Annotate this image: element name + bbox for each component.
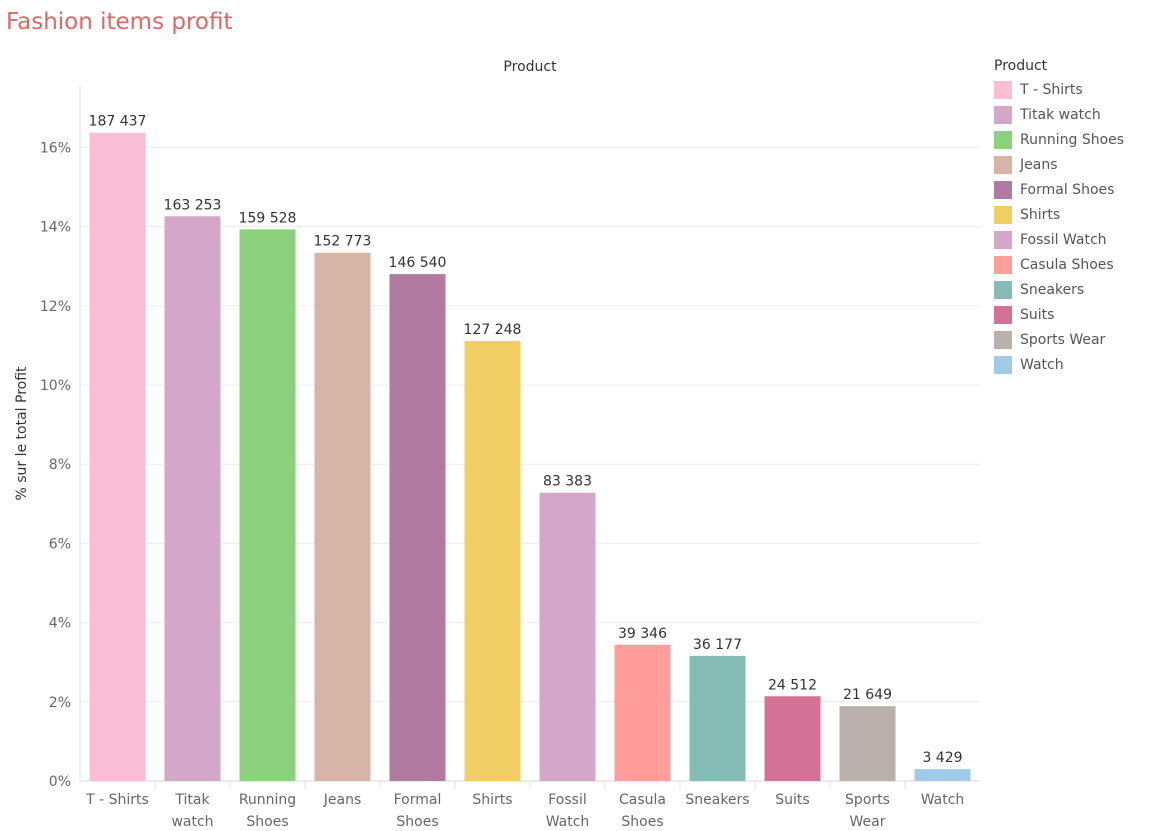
y-tick-label: 10% xyxy=(40,378,71,394)
y-axis-label: % sur le total Profit xyxy=(14,366,30,501)
legend-item[interactable]: Suits xyxy=(994,302,1164,327)
bar-value-label: 187 437 xyxy=(89,114,147,130)
legend-swatch xyxy=(994,280,1012,299)
y-tick-label: 4% xyxy=(49,616,71,632)
legend-label: Sports Wear xyxy=(1020,331,1106,348)
bar-11 xyxy=(914,769,971,781)
y-tick-label: 0% xyxy=(49,774,71,790)
x-tick-label: Watch xyxy=(546,814,590,830)
x-tick-label: Casula xyxy=(619,792,666,808)
legend-swatch xyxy=(994,355,1012,374)
bar-chart: Product 0% 2% 4% 6% 8% 10% 12% 14% 16% % sur le to… xyxy=(14,59,980,830)
legend-item[interactable]: Sneakers xyxy=(994,277,1164,302)
legend-label: Casula Shoes xyxy=(1020,256,1114,273)
x-tick-label: Suits xyxy=(775,792,809,808)
y-tick-label: 8% xyxy=(49,457,71,473)
legend-swatch xyxy=(994,130,1012,149)
x-tick-label: Watch xyxy=(921,792,965,808)
legend-item[interactable]: Formal Shoes xyxy=(994,177,1164,202)
legend-label: Watch xyxy=(1020,356,1064,373)
legend-item[interactable]: Casula Shoes xyxy=(994,252,1164,277)
legend-label: T - Shirts xyxy=(1020,81,1083,98)
bar-3 xyxy=(314,252,371,782)
legend-label: Suits xyxy=(1020,306,1055,323)
bar-7 xyxy=(614,644,671,781)
legend-item[interactable]: Titak watch xyxy=(994,102,1164,127)
x-tick-label: Fossil xyxy=(548,792,587,808)
legend-swatch xyxy=(994,330,1012,349)
legend-swatch xyxy=(994,80,1012,99)
x-tick-label: Shoes xyxy=(621,814,663,830)
bar-9 xyxy=(764,696,821,781)
bar-10 xyxy=(839,706,896,781)
y-tick-label: 16% xyxy=(40,140,71,156)
bar-8 xyxy=(689,655,746,781)
x-tick-label: Shoes xyxy=(246,814,288,830)
legend: Product T - Shirts Titak watch Running Sho… xyxy=(994,58,1164,377)
bar-value-label: 3 429 xyxy=(922,750,962,766)
legend-label: Formal Shoes xyxy=(1020,181,1115,198)
y-tick-label: 12% xyxy=(40,299,71,315)
x-tick-label: Formal xyxy=(394,792,442,808)
bar-value-label: 146 540 xyxy=(389,255,447,271)
legend-swatch xyxy=(994,230,1012,249)
chart-title: Fashion items profit xyxy=(6,9,233,35)
bar-value-label: 39 346 xyxy=(618,626,667,642)
legend-label: Shirts xyxy=(1020,206,1061,223)
x-tick-label: Shirts xyxy=(472,792,512,808)
x-tick-label: T - Shirts xyxy=(85,792,149,808)
x-tick-label: Sneakers xyxy=(685,792,749,808)
x-tick-label: watch xyxy=(171,814,213,830)
y-tick-label: 6% xyxy=(49,536,71,552)
bar-value-label: 24 512 xyxy=(768,677,817,693)
bar-value-label: 163 253 xyxy=(164,197,222,213)
bar-6 xyxy=(539,492,596,781)
bar-value-label: 21 649 xyxy=(843,687,892,703)
bar-2 xyxy=(239,229,296,781)
legend-title: Product xyxy=(994,58,1048,74)
x-tick-label: Shoes xyxy=(396,814,438,830)
bar-value-label: 127 248 xyxy=(464,322,522,338)
legend-item[interactable]: Watch xyxy=(994,352,1164,377)
legend-swatch xyxy=(994,305,1012,324)
chart-header: Product xyxy=(503,59,557,75)
bar-1 xyxy=(164,216,221,781)
legend-swatch xyxy=(994,105,1012,124)
bar-0 xyxy=(89,132,146,782)
bar-4 xyxy=(389,274,446,781)
legend-item[interactable]: Sports Wear xyxy=(994,327,1164,352)
legend-label: Sneakers xyxy=(1020,281,1085,298)
y-tick-label: 2% xyxy=(49,695,71,711)
x-tick-label: Wear xyxy=(850,814,886,830)
legend-swatch xyxy=(994,205,1012,224)
legend-item[interactable]: Shirts xyxy=(994,202,1164,227)
legend-item[interactable]: T - Shirts xyxy=(994,77,1164,102)
legend-items: T - Shirts Titak watch Running Shoes Jeans F… xyxy=(994,77,1164,377)
legend-swatch xyxy=(994,180,1012,199)
bar-5 xyxy=(464,341,521,781)
legend-label: Fossil Watch xyxy=(1020,231,1107,248)
y-tick-label: 14% xyxy=(40,220,71,236)
x-tick-label: Sports xyxy=(845,792,890,808)
legend-item[interactable]: Running Shoes xyxy=(994,127,1164,152)
bar-value-label: 159 528 xyxy=(239,210,297,226)
bar-value-label: 152 773 xyxy=(314,234,372,250)
legend-item[interactable]: Jeans xyxy=(994,152,1164,177)
legend-swatch xyxy=(994,155,1012,174)
x-tick-label: Jeans xyxy=(323,792,362,808)
bar-value-label: 36 177 xyxy=(693,637,742,653)
legend-label: Jeans xyxy=(1020,156,1058,173)
legend-label: Running Shoes xyxy=(1020,131,1125,148)
x-tick-label: Running xyxy=(239,792,296,808)
bar-value-label: 83 383 xyxy=(543,474,592,490)
legend-label: Titak watch xyxy=(1020,106,1101,123)
x-tick-label: Titak xyxy=(174,792,210,808)
legend-swatch xyxy=(994,255,1012,274)
legend-item[interactable]: Fossil Watch xyxy=(994,227,1164,252)
